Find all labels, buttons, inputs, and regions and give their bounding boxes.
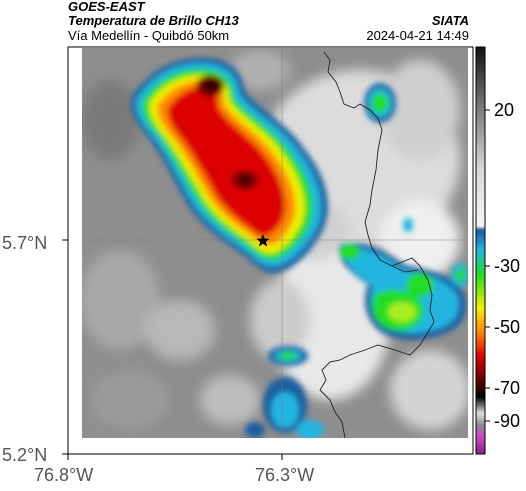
colorbar-tick-minus-70: -70 (494, 378, 521, 398)
border-line (319, 51, 435, 438)
timestamp-label: 2024-04-21 14:49 (366, 28, 469, 43)
colorbar-tick-minus-50: -50 (494, 317, 521, 337)
imagery-layer (82, 48, 468, 438)
satellite-title: GOES-EAST (68, 0, 145, 14)
colorbar-gradient (475, 46, 486, 455)
colorbar-tick-minus-30: -30 (494, 256, 521, 276)
route-subtitle: Vía Medellín - Quibdó 50km (68, 28, 230, 43)
colorbar (475, 46, 490, 455)
lat-label-5-7: 5.7°N (2, 233, 48, 253)
colorbar-tick-20: 20 (494, 100, 515, 120)
lon-label-76-8: 76.8°W (34, 465, 94, 485)
source-label: SIATA (431, 13, 469, 28)
star-marker (256, 234, 270, 247)
lon-label-76-3: 76.3°W (255, 465, 315, 485)
product-title: Temperatura de Brillo CH13 (68, 13, 239, 28)
colorbar-tick-minus-90: -90 (494, 411, 521, 431)
lat-label-5-2: 5.2°N (2, 445, 48, 465)
